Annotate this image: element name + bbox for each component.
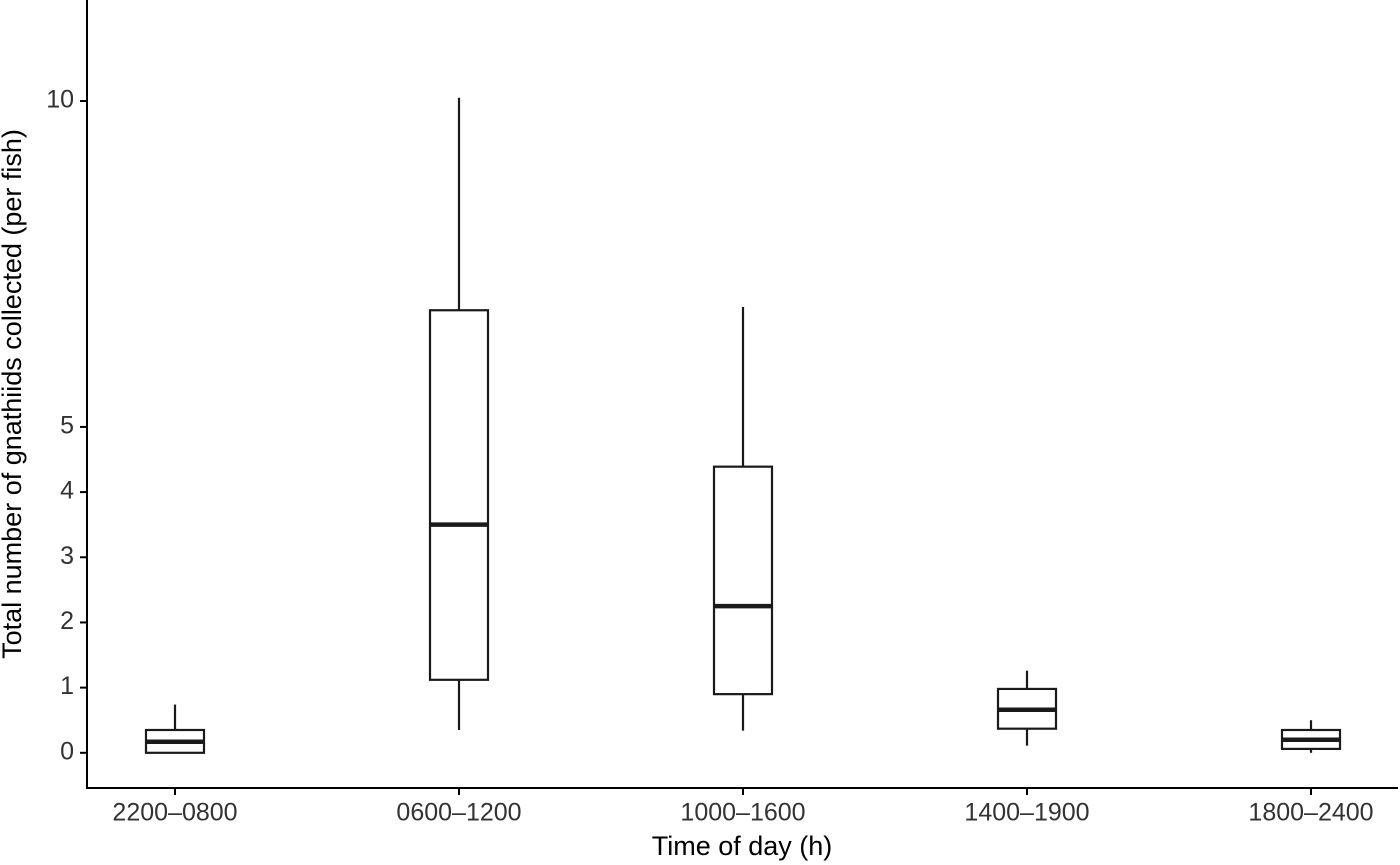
box <box>712 465 774 696</box>
x-tick-label: 2200–0800 <box>112 799 237 827</box>
x-tick-label: 0600–1200 <box>396 799 521 827</box>
y-tick-label: 1 <box>60 672 74 700</box>
y-tick-label: 0 <box>60 737 74 765</box>
y-axis-title: Total number of gnathiids collected (per… <box>0 129 27 659</box>
y-tick-label: 5 <box>60 412 74 440</box>
y-tick-label: 3 <box>60 542 74 570</box>
y-tick-label: 10 <box>46 86 74 114</box>
x-tick-label: 1000–1600 <box>680 799 805 827</box>
x-tick-label: 1800–2400 <box>1248 799 1373 827</box>
x-tick-label: 1400–1900 <box>964 799 1089 827</box>
y-tick-label: 2 <box>60 607 74 635</box>
box <box>428 309 490 681</box>
x-axis-title: Time of day (h) <box>652 831 833 861</box>
y-tick-label: 4 <box>60 477 74 505</box>
